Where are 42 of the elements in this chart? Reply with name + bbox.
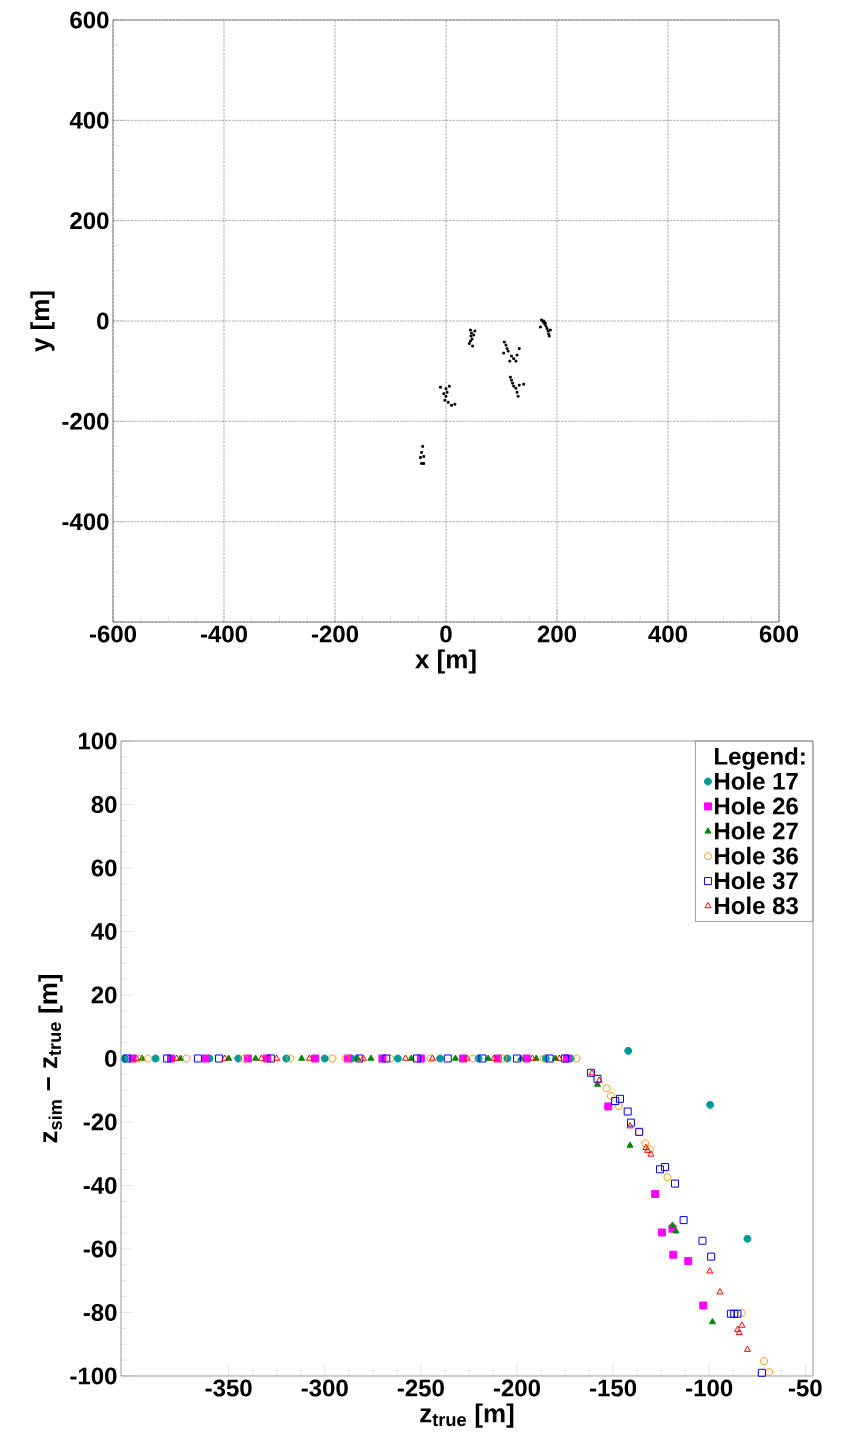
legend-label: Hole 83	[715, 896, 798, 915]
x-tick-label: 600	[759, 625, 799, 643]
y-tick-label: -80	[83, 1304, 117, 1321]
x-axis-title: x [m]	[415, 649, 476, 674]
x-tick-label: 200	[537, 625, 577, 643]
legend-label: Hole 17	[715, 772, 798, 790]
y-tick-label: 400	[69, 111, 109, 129]
legend-label: Hole 27	[715, 821, 798, 840]
x-tick-label: -100	[686, 1379, 733, 1397]
y-tick-label: 0	[105, 1050, 117, 1067]
y-tick-label: -200	[62, 412, 109, 430]
y-tick-label: 20	[91, 986, 117, 1004]
y-tick-label: -100	[70, 1367, 117, 1385]
legend-label: Hole 26	[715, 796, 798, 815]
y-tick-label: 600	[70, 11, 109, 29]
x-tick-label: -600	[89, 625, 137, 643]
legend-title: Legend:	[715, 747, 805, 770]
y-tick-label: -20	[83, 1113, 117, 1131]
y-tick-label: 40	[91, 923, 117, 940]
x-tick-label: 400	[648, 625, 688, 643]
x-tick-label: -200	[311, 625, 359, 643]
x-axis-title: z$_{true}$ [m]	[420, 1403, 514, 1428]
y-tick-label: 80	[91, 796, 117, 813]
y-tick-label: 200	[70, 212, 109, 230]
y-tick-label: -40	[83, 1177, 117, 1194]
y-tick-label: -60	[83, 1240, 117, 1258]
x-tick-label: -250	[397, 1379, 444, 1397]
x-tick-label: -200	[493, 1379, 540, 1397]
y-tick-label: 0	[97, 312, 109, 330]
x-tick-label: -300	[301, 1379, 348, 1397]
x-tick-label: 0	[440, 625, 452, 643]
y-axis-title: y [m]	[30, 291, 55, 352]
legend-label: Hole 37	[715, 871, 798, 890]
y-axis-title: z$_{sim}$ − z$_{true}$ [m]	[38, 974, 63, 1143]
y-tick-label: 60	[91, 859, 117, 877]
x-tick-label: -150	[590, 1379, 637, 1397]
legend-label: Hole 36	[715, 846, 798, 865]
y-tick-label: 100	[78, 732, 117, 750]
y-tick-label: -400	[62, 513, 109, 531]
x-tick-label: -400	[200, 625, 248, 643]
x-tick-label: -50	[788, 1379, 822, 1397]
x-tick-label: -350	[205, 1379, 252, 1397]
